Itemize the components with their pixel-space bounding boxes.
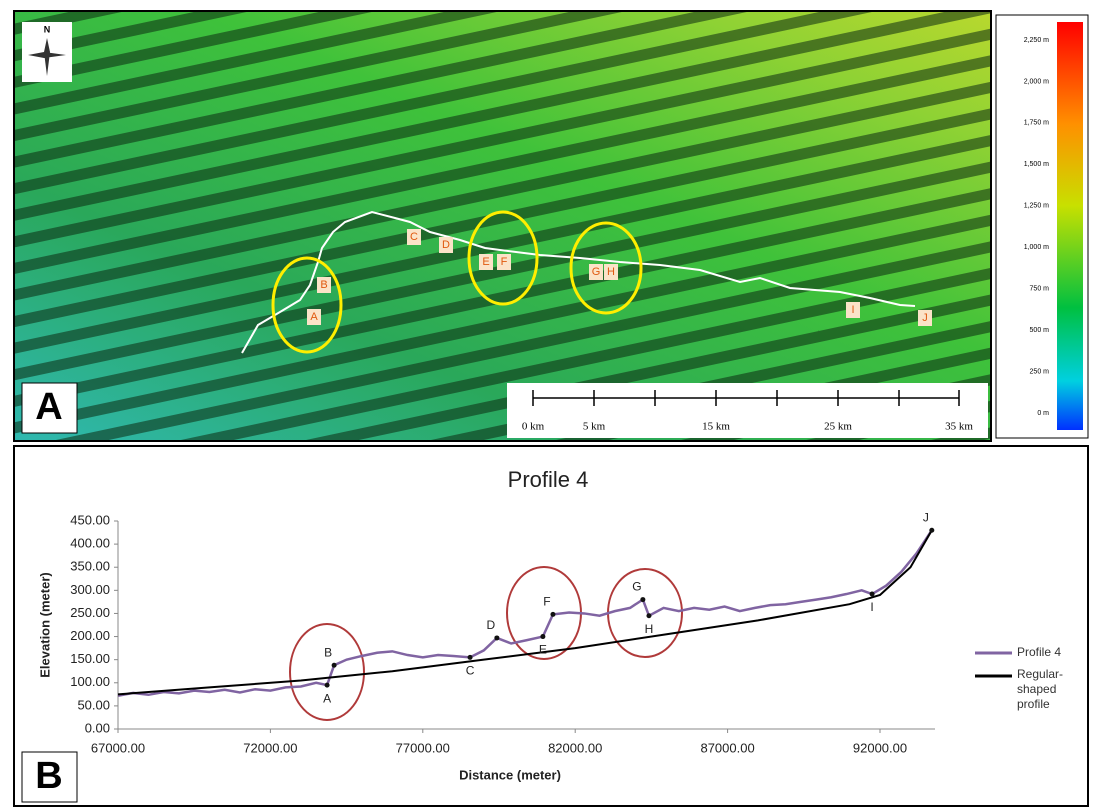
y-tick-label: 350.00: [70, 559, 110, 574]
scale-bar-box: [507, 383, 988, 438]
colorbar-label: 750 m: [1030, 286, 1050, 293]
point-label: E: [482, 256, 489, 268]
scale-label: 25 km: [824, 421, 852, 433]
point-label: B: [320, 279, 327, 291]
scale-label: 35 km: [945, 421, 973, 433]
y-tick-label: 300.00: [70, 582, 110, 597]
point-label: C: [410, 231, 418, 243]
point-label: G: [592, 266, 601, 278]
colorbar-label: 1,500 m: [1024, 161, 1049, 168]
terrain-shade: [15, 12, 990, 440]
x-axis-label: Distance (meter): [459, 767, 561, 782]
legend-label: Profile 4: [1017, 645, 1061, 659]
y-tick-label: 250.00: [70, 605, 110, 620]
colorbar-label: 500 m: [1030, 327, 1050, 334]
colorbar-label: 1,250 m: [1024, 203, 1049, 210]
y-tick-label: 450.00: [70, 512, 110, 527]
figure: N A B Profile 4 Distance (meter) Elevati…: [0, 0, 1094, 810]
y-tick-label: 400.00: [70, 536, 110, 551]
chart-title: Profile 4: [508, 467, 589, 492]
figure-svg: N A B Profile 4 Distance (meter) Elevati…: [0, 0, 1094, 810]
colorbar: [1057, 22, 1083, 430]
colorbar-label: 1,000 m: [1024, 244, 1049, 251]
scale-label: 5 km: [583, 421, 606, 433]
y-tick-label: 200.00: [70, 628, 110, 643]
annotation-label: E: [539, 643, 547, 657]
y-tick-label: 150.00: [70, 651, 110, 666]
point-label: H: [607, 266, 615, 278]
colorbar-label: 1,750 m: [1024, 120, 1049, 127]
annotation-label: B: [324, 645, 332, 659]
annotation-label: J: [923, 510, 929, 524]
x-tick-label: 87000.00: [700, 740, 754, 755]
annotation-point: [929, 528, 934, 533]
point-label: A: [310, 311, 318, 323]
annotation-label: C: [466, 664, 475, 678]
annotation-label: I: [870, 600, 873, 614]
point-label: I: [851, 304, 854, 316]
point-label: D: [442, 239, 450, 251]
annotation-point: [494, 635, 499, 640]
legend-label: Regular-shaped profile: [1017, 667, 1077, 712]
annotation-point: [646, 613, 651, 618]
point-label: F: [501, 256, 508, 268]
y-axis-label: Elevation (meter): [37, 572, 52, 677]
x-tick-label: 72000.00: [243, 740, 297, 755]
annotation-point: [550, 612, 555, 617]
panel-label: A: [35, 386, 62, 428]
annotation-point: [468, 655, 473, 660]
annotation-label: H: [645, 622, 654, 636]
y-tick-label: 100.00: [70, 674, 110, 689]
scale-label: 0 km: [522, 421, 545, 433]
x-tick-label: 92000.00: [853, 740, 907, 755]
y-tick-label: 50.00: [77, 697, 110, 712]
annotation-label: A: [323, 691, 331, 705]
x-tick-label: 82000.00: [548, 740, 602, 755]
scale-label: 15 km: [702, 421, 730, 433]
annotation-point: [540, 634, 545, 639]
colorbar-label: 2,000 m: [1024, 78, 1049, 85]
annotation-point: [640, 597, 645, 602]
colorbar-label: 250 m: [1030, 368, 1050, 375]
colorbar-label: 2,250 m: [1024, 37, 1049, 44]
point-label: J: [922, 312, 928, 324]
north-label: N: [44, 24, 51, 34]
annotation-label: F: [543, 595, 550, 609]
annotation-label: G: [632, 580, 641, 594]
colorbar-label: 0 m: [1037, 410, 1049, 417]
annotation-point: [325, 683, 330, 688]
x-tick-label: 77000.00: [396, 740, 450, 755]
x-tick-label: 67000.00: [91, 740, 145, 755]
annotation-point: [870, 592, 875, 597]
annotation-label: D: [487, 618, 496, 632]
annotation-point: [332, 663, 337, 668]
panel-label: B: [35, 755, 62, 797]
y-tick-label: 0.00: [85, 720, 110, 735]
